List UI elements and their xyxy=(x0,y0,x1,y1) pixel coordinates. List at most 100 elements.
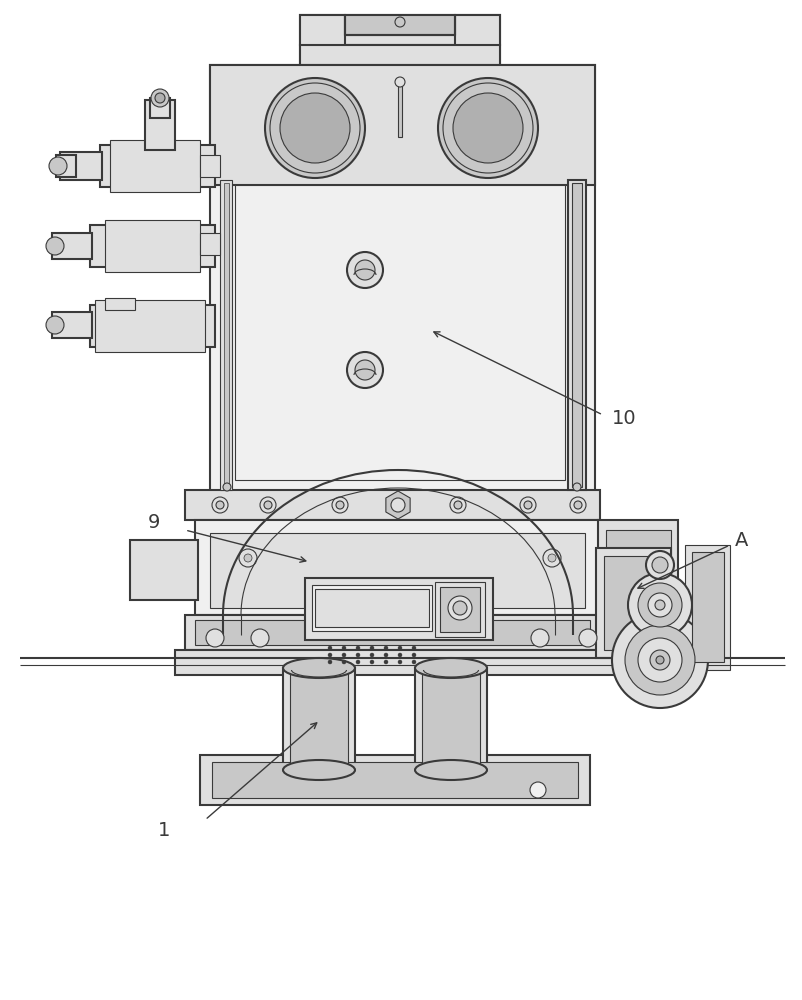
Circle shape xyxy=(327,653,331,657)
Bar xyxy=(60,152,102,180)
Circle shape xyxy=(260,497,276,513)
Circle shape xyxy=(627,573,691,637)
Circle shape xyxy=(395,17,404,27)
Ellipse shape xyxy=(282,760,354,780)
Bar xyxy=(195,520,599,615)
Bar xyxy=(150,98,170,118)
Bar xyxy=(455,15,500,70)
Circle shape xyxy=(391,498,404,512)
Circle shape xyxy=(354,360,375,380)
Circle shape xyxy=(529,782,545,798)
Bar xyxy=(300,15,500,45)
Circle shape xyxy=(542,549,561,567)
Bar xyxy=(345,15,455,35)
Bar xyxy=(95,300,205,352)
Circle shape xyxy=(452,601,467,615)
Circle shape xyxy=(223,483,231,491)
Circle shape xyxy=(547,554,555,562)
Bar xyxy=(130,540,198,600)
Circle shape xyxy=(264,501,272,509)
Circle shape xyxy=(346,252,383,288)
Bar xyxy=(220,180,232,490)
Circle shape xyxy=(647,593,671,617)
Bar xyxy=(415,668,486,768)
Circle shape xyxy=(370,646,374,650)
Bar xyxy=(210,533,585,608)
Ellipse shape xyxy=(282,658,354,678)
Bar xyxy=(105,298,135,310)
Text: 9: 9 xyxy=(148,512,160,532)
Circle shape xyxy=(611,612,707,708)
Bar xyxy=(300,15,345,70)
Circle shape xyxy=(49,157,67,175)
Circle shape xyxy=(578,629,596,647)
Circle shape xyxy=(151,89,168,107)
Bar xyxy=(606,530,670,605)
Bar xyxy=(56,155,76,177)
Circle shape xyxy=(452,93,522,163)
Text: 1: 1 xyxy=(158,820,170,840)
Circle shape xyxy=(342,653,346,657)
Circle shape xyxy=(573,483,581,491)
Circle shape xyxy=(524,501,532,509)
Circle shape xyxy=(398,646,402,650)
Bar xyxy=(290,672,347,765)
Circle shape xyxy=(638,583,681,627)
Text: 10: 10 xyxy=(611,408,636,428)
Bar xyxy=(567,180,585,490)
Bar xyxy=(597,520,677,615)
Circle shape xyxy=(206,629,224,647)
Bar xyxy=(200,755,589,805)
Circle shape xyxy=(448,596,472,620)
Bar xyxy=(200,155,220,177)
Bar xyxy=(314,589,428,627)
Circle shape xyxy=(244,554,252,562)
Circle shape xyxy=(530,629,549,647)
Bar xyxy=(282,668,354,768)
Bar xyxy=(184,615,599,650)
Circle shape xyxy=(411,653,415,657)
Bar xyxy=(684,545,729,670)
Bar xyxy=(312,585,431,631)
Bar xyxy=(210,65,594,185)
Circle shape xyxy=(411,660,415,664)
Circle shape xyxy=(398,653,402,657)
Bar xyxy=(439,587,480,632)
Circle shape xyxy=(624,625,695,695)
Circle shape xyxy=(327,660,331,664)
Bar xyxy=(105,220,200,272)
Circle shape xyxy=(370,653,374,657)
Circle shape xyxy=(654,600,664,610)
Circle shape xyxy=(569,497,585,513)
Bar xyxy=(110,140,200,192)
Bar xyxy=(224,183,229,487)
Circle shape xyxy=(645,551,673,579)
Bar xyxy=(235,185,565,480)
Circle shape xyxy=(342,646,346,650)
Bar xyxy=(212,762,577,798)
Circle shape xyxy=(331,497,347,513)
Circle shape xyxy=(437,78,537,178)
Circle shape xyxy=(155,93,164,103)
Circle shape xyxy=(46,316,64,334)
Circle shape xyxy=(651,557,667,573)
Bar xyxy=(210,65,594,505)
Bar xyxy=(52,312,92,338)
Circle shape xyxy=(355,653,359,657)
Text: A: A xyxy=(734,530,747,550)
Circle shape xyxy=(354,260,375,280)
Circle shape xyxy=(342,660,346,664)
Bar xyxy=(200,233,220,255)
Bar xyxy=(90,225,215,267)
Bar xyxy=(145,100,175,150)
Circle shape xyxy=(649,650,669,670)
Circle shape xyxy=(251,629,269,647)
Circle shape xyxy=(239,549,257,567)
Circle shape xyxy=(638,638,681,682)
Circle shape xyxy=(355,646,359,650)
Circle shape xyxy=(346,352,383,388)
Circle shape xyxy=(335,501,343,509)
Ellipse shape xyxy=(415,760,486,780)
Circle shape xyxy=(383,646,387,650)
Circle shape xyxy=(46,237,64,255)
